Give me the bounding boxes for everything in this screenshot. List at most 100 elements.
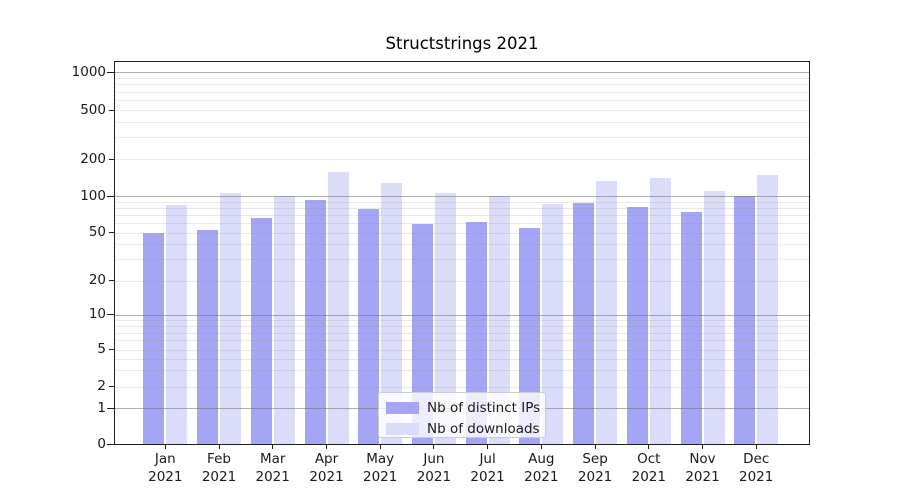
x-tick-label-jun-2021: Jun 2021 xyxy=(416,451,452,485)
x-tick-oct xyxy=(648,445,650,449)
gridline-y-400 xyxy=(114,121,810,123)
y-tick-10 xyxy=(107,314,114,315)
bar-nb-of-distinct-ips-aug xyxy=(519,227,541,445)
gridline-y-3 xyxy=(114,370,810,372)
bar-nb-of-distinct-ips-sep xyxy=(573,202,595,445)
gridline-y-5 xyxy=(114,349,810,351)
x-tick-jan xyxy=(164,445,166,449)
y-tick-label-2: 2 xyxy=(97,378,106,394)
x-tick-jul xyxy=(487,445,489,449)
bar-nb-of-distinct-ips-may xyxy=(358,209,380,445)
y-tick-20 xyxy=(109,280,114,281)
y-tick-label-50: 50 xyxy=(88,224,106,240)
bar-nb-of-downloads-jan xyxy=(166,204,188,445)
gridline-y-6 xyxy=(114,340,810,342)
x-tick-jun xyxy=(433,445,435,449)
y-tick-label-10: 10 xyxy=(88,306,106,322)
bar-nb-of-downloads-oct xyxy=(649,177,671,445)
y-tick-5 xyxy=(109,349,114,350)
chart-title: Structstrings 2021 xyxy=(385,34,539,53)
x-tick-label-dec-2021: Dec 2021 xyxy=(739,451,774,485)
gridline-y-700 xyxy=(114,91,810,93)
gridline-y-500 xyxy=(114,110,810,111)
y-tick-label-1000: 1000 xyxy=(71,63,106,80)
x-tick-label-sep-2021: Sep 2021 xyxy=(577,451,613,485)
gridline-y-300 xyxy=(114,137,810,139)
legend-swatch-distinct-ips xyxy=(386,401,419,414)
gridline-y-90 xyxy=(114,201,810,203)
bar-nb-of-distinct-ips-nov xyxy=(680,211,702,445)
gridline-y-40 xyxy=(114,244,810,246)
y-tick-500 xyxy=(109,109,114,111)
x-tick-label-mar-2021: Mar 2021 xyxy=(255,451,290,485)
y-tick-label-500: 500 xyxy=(80,101,106,118)
x-tick-label-apr-2021: Apr 2021 xyxy=(309,451,344,485)
x-tick-aug xyxy=(540,445,542,449)
bar-nb-of-downloads-dec xyxy=(757,175,779,445)
gridline-y-4 xyxy=(114,358,810,360)
x-tick-label-aug-2021: Aug 2021 xyxy=(524,451,559,485)
legend-label-downloads: Nb of downloads xyxy=(427,420,540,437)
x-tick-sep xyxy=(594,445,596,449)
bar-nb-of-downloads-feb xyxy=(220,193,241,445)
y-tick-label-200: 200 xyxy=(80,150,106,167)
legend-item-downloads: Nb of downloads xyxy=(386,420,545,437)
gridline-y-100 xyxy=(114,196,810,197)
bar-nb-of-downloads-jun xyxy=(434,193,456,445)
bar-nb-of-distinct-ips-feb xyxy=(197,230,218,445)
y-tick-label-20: 20 xyxy=(88,272,106,288)
legend: Nb of distinct IPs Nb of downloads xyxy=(378,392,546,438)
bar-nb-of-downloads-sep xyxy=(596,181,618,445)
y-tick-label-0: 0 xyxy=(97,436,106,452)
x-tick-apr xyxy=(326,445,327,449)
x-tick-label-jul-2021: Jul 2021 xyxy=(470,451,505,485)
x-tick-nov xyxy=(702,445,703,449)
gridline-y-30 xyxy=(114,259,810,261)
bar-nb-of-distinct-ips-oct xyxy=(626,206,648,445)
y-tick-1 xyxy=(107,407,114,409)
bar-nb-of-distinct-ips-mar xyxy=(250,217,272,445)
y-tick-50 xyxy=(109,232,114,233)
bar-nb-of-downloads-nov xyxy=(703,190,725,445)
y-tick-0 xyxy=(107,444,114,445)
bar-nb-of-distinct-ips-jun xyxy=(411,223,433,445)
gridline-y-50 xyxy=(114,232,810,234)
bar-nb-of-downloads-aug xyxy=(542,203,564,445)
x-tick-may xyxy=(379,445,381,449)
gridline-y-9 xyxy=(114,319,810,321)
bar-nb-of-distinct-ips-dec xyxy=(734,196,756,445)
x-tick-label-oct-2021: Oct 2021 xyxy=(631,451,666,485)
bar-nb-of-distinct-ips-jul xyxy=(465,222,487,445)
gridline-y-8 xyxy=(114,325,810,327)
x-tick-mar xyxy=(272,445,274,449)
bar-nb-of-distinct-ips-jan xyxy=(143,232,165,445)
bar-nb-of-downloads-jul xyxy=(488,196,510,445)
y-tick-200 xyxy=(109,158,114,160)
x-tick-dec xyxy=(755,445,757,449)
x-tick-label-nov-2021: Nov 2021 xyxy=(685,451,720,485)
y-tick-100 xyxy=(107,195,114,197)
gridline-y-7 xyxy=(114,332,810,334)
bar-nb-of-distinct-ips-apr xyxy=(304,199,326,445)
y-tick-label-100: 100 xyxy=(80,187,106,204)
gridline-y-600 xyxy=(114,100,810,101)
y-tick-label-1: 1 xyxy=(97,399,106,416)
gridline-y-200 xyxy=(114,159,810,160)
gridline-y-10 xyxy=(114,314,810,316)
gridline-y-60 xyxy=(114,222,810,224)
gridline-y-80 xyxy=(114,207,810,209)
plot-area xyxy=(114,61,810,445)
bar-nb-of-downloads-apr xyxy=(327,171,349,445)
legend-swatch-downloads xyxy=(386,422,419,435)
y-tick-2 xyxy=(109,386,114,387)
y-tick-label-5: 5 xyxy=(97,341,106,357)
gridline-y-20 xyxy=(114,280,810,282)
bar-nb-of-downloads-may xyxy=(381,183,403,445)
legend-item-distinct-ips: Nb of distinct IPs xyxy=(386,399,545,416)
legend-label-distinct-ips: Nb of distinct IPs xyxy=(427,399,541,416)
bar-nb-of-downloads-mar xyxy=(273,195,295,445)
gridline-y-1000 xyxy=(114,72,810,73)
y-tick-1000 xyxy=(107,71,114,73)
x-tick-label-jan-2021: Jan 2021 xyxy=(148,451,183,485)
gridline-y-2 xyxy=(114,386,810,388)
